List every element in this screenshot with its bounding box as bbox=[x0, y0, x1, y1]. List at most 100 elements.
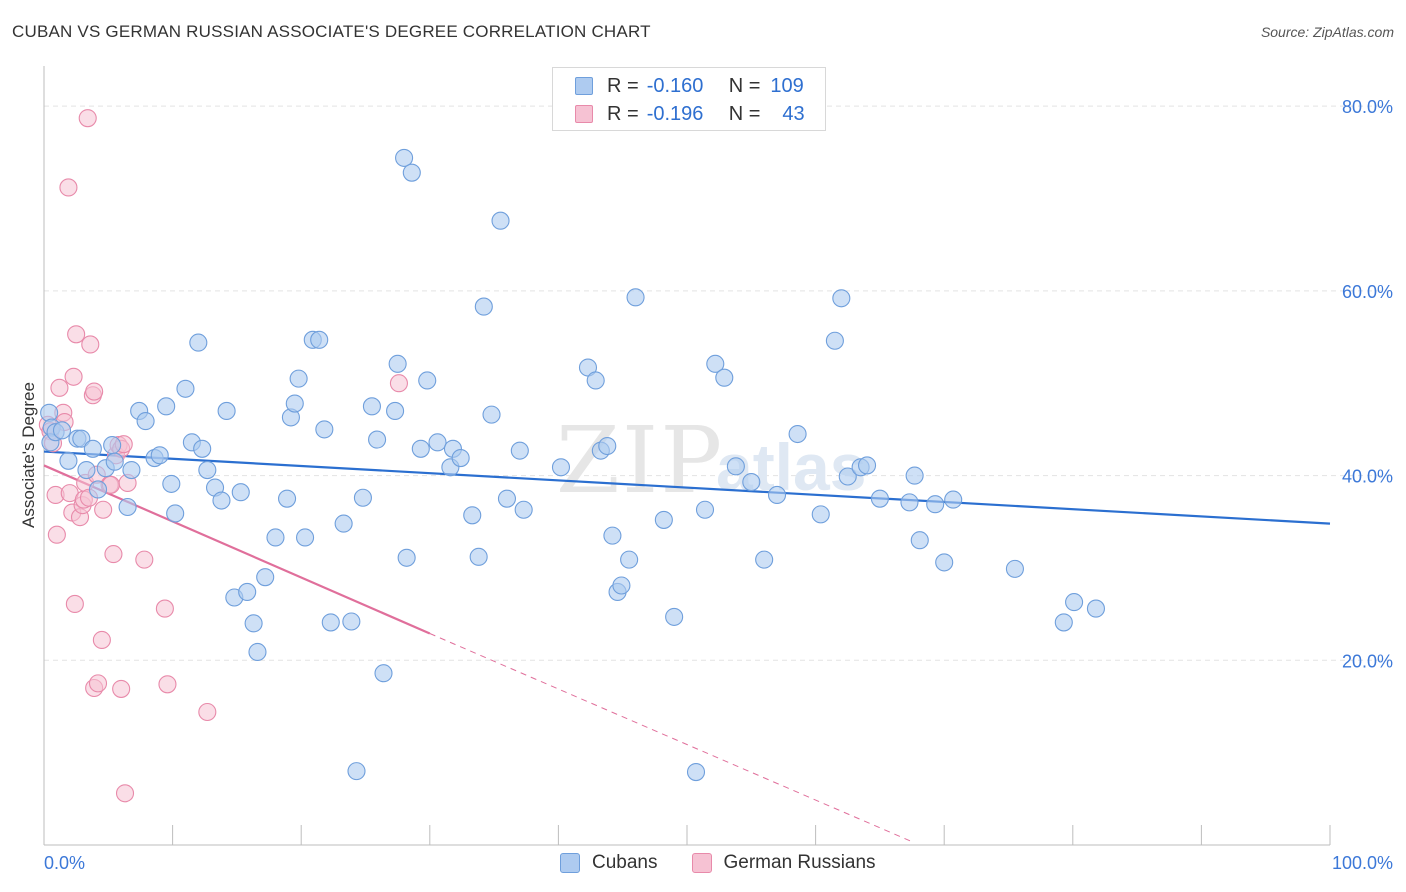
german-russians-point bbox=[389, 374, 408, 393]
cubans-point bbox=[1005, 559, 1024, 578]
german-russians-swatch bbox=[575, 105, 593, 123]
cubans-point bbox=[296, 528, 315, 547]
cubans-point bbox=[742, 473, 761, 492]
y-tick-label: 40.0% bbox=[1342, 467, 1393, 487]
x-tick-labels: 0.0% 100.0% bbox=[44, 853, 1393, 873]
cubans-point bbox=[342, 612, 361, 631]
cubans-point bbox=[122, 460, 141, 480]
cubans-point bbox=[386, 401, 405, 420]
cubans-point bbox=[198, 460, 217, 480]
cubans-point bbox=[217, 401, 236, 420]
german-russians-point bbox=[135, 550, 154, 569]
german-russians-point bbox=[198, 702, 217, 722]
cubans-point bbox=[788, 424, 807, 444]
legend-r-label: R = bbox=[607, 102, 639, 125]
cubans-trend-line bbox=[43, 450, 1331, 525]
cubans-point bbox=[285, 394, 304, 413]
german-russians-point bbox=[50, 378, 69, 397]
cubans-point bbox=[248, 642, 267, 662]
cubans-point bbox=[388, 354, 407, 373]
german-russians-point bbox=[155, 599, 174, 618]
cubans-point bbox=[612, 576, 631, 595]
cubans-point bbox=[514, 500, 533, 519]
cubans-point bbox=[189, 333, 208, 352]
cubans-point bbox=[59, 451, 78, 470]
cubans-point bbox=[832, 289, 851, 308]
y-tick-label: 80.0% bbox=[1342, 97, 1393, 117]
german-russians-point bbox=[78, 109, 97, 128]
german-russians-point bbox=[88, 674, 108, 693]
cubans-point bbox=[347, 762, 366, 781]
cubans-point bbox=[52, 421, 72, 440]
cubans-point bbox=[811, 505, 830, 524]
cubans-point bbox=[256, 568, 275, 587]
cubans-point bbox=[353, 488, 372, 507]
cubans-point bbox=[857, 456, 877, 475]
series-legend: Cubans German Russians bbox=[560, 852, 910, 874]
cubans-point bbox=[83, 439, 102, 458]
axes bbox=[43, 66, 1331, 846]
cubans-point bbox=[510, 441, 529, 460]
german-russians-point bbox=[47, 525, 66, 544]
chart-title: CUBAN VS GERMAN RUSSIAN ASSOCIATE'S DEGR… bbox=[12, 22, 651, 41]
cubans-point bbox=[767, 485, 787, 505]
zipatlas-watermark: ZIP atlas bbox=[556, 407, 866, 514]
cubans-point bbox=[212, 491, 231, 510]
cubans-point bbox=[586, 371, 605, 390]
cubans-point bbox=[1086, 599, 1105, 618]
legend-n-label: N = bbox=[728, 74, 761, 97]
x-tick-label: 0.0% bbox=[44, 853, 85, 873]
legend-row-german-russians: R = -0.196 N = 43 bbox=[575, 102, 805, 126]
cubans-point bbox=[103, 436, 122, 455]
y-tick-labels: 20.0% 40.0% 60.0% 80.0% bbox=[1342, 97, 1393, 671]
cubans-point bbox=[706, 354, 725, 373]
cubans-point bbox=[150, 446, 169, 465]
cubans-point bbox=[900, 493, 919, 512]
cubans-point bbox=[193, 439, 212, 458]
cubans-point bbox=[418, 371, 437, 390]
cubans-point bbox=[474, 297, 493, 316]
cubans-point bbox=[395, 148, 414, 167]
cubans-point bbox=[118, 497, 137, 517]
cubans-point bbox=[1065, 593, 1084, 612]
cubans-point bbox=[374, 664, 393, 683]
cubans-point bbox=[40, 403, 59, 422]
y-axis-label: Associate's Degree bbox=[19, 382, 38, 528]
cubans-point bbox=[665, 607, 684, 626]
cubans-point bbox=[469, 547, 488, 566]
cubans-point bbox=[278, 489, 297, 508]
german-russians-point bbox=[67, 325, 86, 344]
cubans-point bbox=[491, 211, 510, 230]
legend-item-german-russians: German Russians bbox=[691, 852, 876, 874]
cubans-legend-label: Cubans bbox=[592, 852, 658, 873]
cubans-point bbox=[695, 500, 715, 519]
legend-n-value: 109 bbox=[770, 74, 804, 97]
legend-r-label: R = bbox=[607, 74, 639, 97]
legend-n-value: 43 bbox=[782, 102, 805, 125]
legend-item-cubans: Cubans bbox=[560, 852, 658, 874]
cubans-point bbox=[620, 550, 639, 569]
watermark-zip: ZIP bbox=[556, 407, 724, 514]
cubans-point bbox=[362, 397, 381, 416]
cubans-point bbox=[654, 510, 673, 529]
german-russians-point bbox=[94, 500, 113, 519]
cubans-point bbox=[603, 526, 622, 545]
german-russians-trend-extension bbox=[429, 633, 914, 843]
cubans-point bbox=[368, 430, 387, 449]
german-russians-point bbox=[64, 367, 83, 386]
cubans-point bbox=[726, 457, 745, 476]
cubans-point bbox=[497, 489, 517, 508]
cubans-point bbox=[231, 483, 250, 502]
cubans-point bbox=[266, 528, 285, 547]
german-russians-point bbox=[59, 178, 78, 197]
cubans-point bbox=[402, 163, 421, 182]
correlation-legend: R = -0.160 N = 109 R = -0.196 N = 43 bbox=[552, 67, 826, 131]
legend-n-label: N = bbox=[728, 102, 761, 125]
cubans-point bbox=[598, 436, 617, 456]
cubans-point bbox=[162, 474, 181, 493]
source-credit: Source: ZipAtlas.com bbox=[1260, 24, 1394, 40]
cubans-point bbox=[686, 762, 706, 782]
cubans-point bbox=[105, 452, 124, 471]
german-russians-point bbox=[85, 382, 104, 401]
